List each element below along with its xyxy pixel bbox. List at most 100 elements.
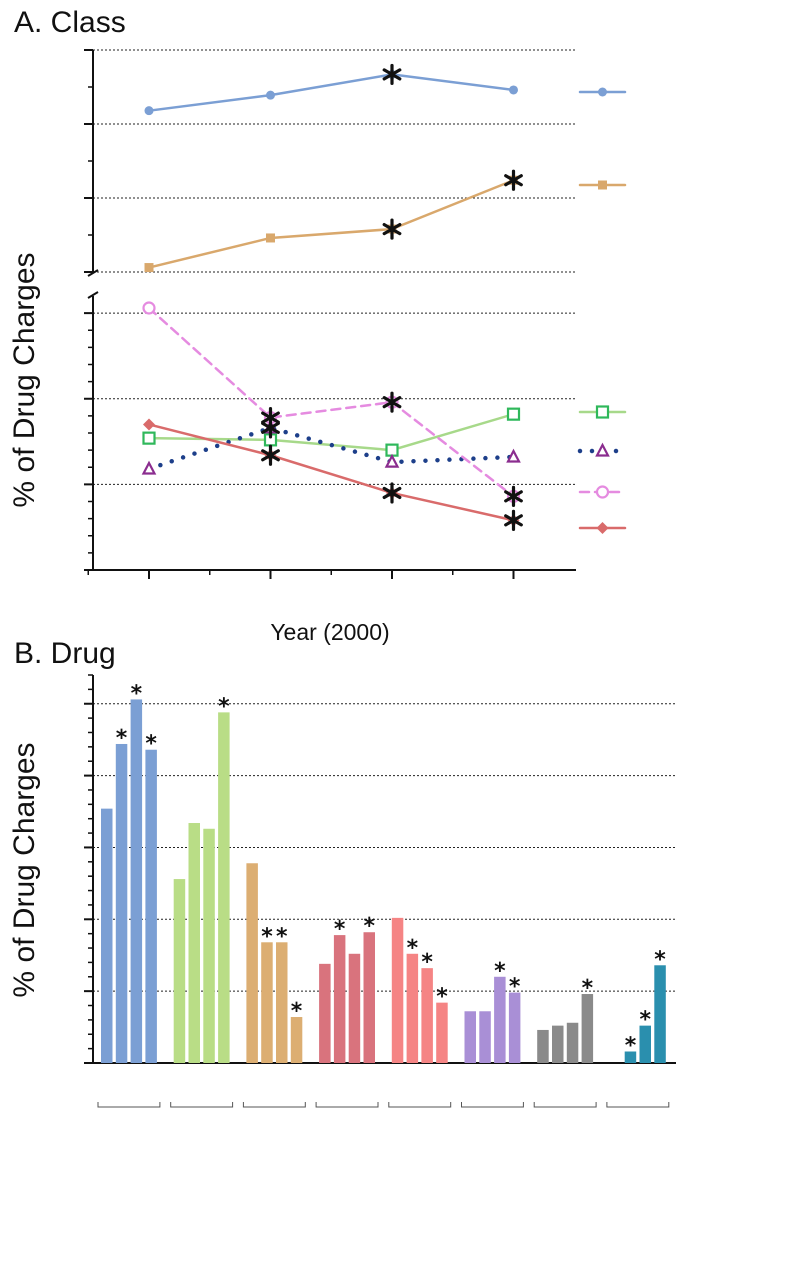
significance-marker: * bbox=[509, 975, 521, 1000]
legend-item-pharmaceutical bbox=[577, 442, 628, 457]
bar-group-buprenorphine: * * bbox=[315, 914, 379, 1108]
bar bbox=[537, 1029, 549, 1063]
legend-marker bbox=[598, 180, 607, 190]
bar bbox=[639, 1025, 651, 1063]
group-bracket bbox=[97, 1102, 161, 1108]
data-point-opioids bbox=[509, 85, 518, 95]
series-line-pharmaceutical bbox=[146, 425, 516, 472]
axis-break-mark bbox=[87, 269, 99, 277]
bar bbox=[363, 932, 375, 1063]
data-point-pharmaceutical bbox=[141, 460, 157, 475]
group-bracket bbox=[606, 1102, 670, 1108]
significance-marker bbox=[504, 509, 523, 531]
legend-marker bbox=[595, 442, 610, 457]
panel-a-y-axis-label: % of Drug Charges bbox=[8, 252, 41, 507]
bar bbox=[101, 808, 113, 1063]
panel-a-plot bbox=[84, 49, 628, 579]
significance-marker: * bbox=[421, 950, 433, 975]
data-point-sedatives bbox=[142, 431, 156, 445]
bar-group-methamphetamine: ** bbox=[461, 959, 524, 1108]
significance-marker: * bbox=[218, 694, 230, 719]
bar bbox=[319, 963, 331, 1063]
legend-marker bbox=[598, 87, 607, 97]
bar bbox=[276, 942, 288, 1063]
significance-marker: * bbox=[145, 732, 157, 757]
significance-marker: * bbox=[334, 917, 346, 942]
bar bbox=[115, 743, 128, 1063]
significance-marker: * bbox=[582, 976, 594, 1001]
significance-marker bbox=[382, 391, 402, 413]
data-point-pharmaceutical bbox=[506, 448, 521, 463]
bar bbox=[436, 1002, 448, 1063]
significance-marker bbox=[261, 406, 280, 429]
significance-marker: * bbox=[494, 959, 506, 984]
series-line-stimulants bbox=[147, 178, 515, 269]
series-line-hallucinogens bbox=[147, 423, 515, 522]
bar bbox=[333, 935, 346, 1063]
group-bracket bbox=[461, 1102, 524, 1108]
bar bbox=[566, 1022, 579, 1063]
group-bracket bbox=[242, 1102, 306, 1108]
bar bbox=[246, 863, 258, 1063]
bar-group-oxycodone: *** bbox=[388, 917, 452, 1108]
significance-marker: * bbox=[436, 985, 448, 1010]
bar bbox=[552, 1025, 564, 1063]
bar-group-cocaine-and-crack: * bbox=[170, 694, 234, 1108]
bar bbox=[173, 879, 186, 1063]
data-point-other bbox=[142, 301, 156, 315]
bar bbox=[130, 699, 143, 1063]
bar bbox=[406, 953, 419, 1063]
significance-marker: * bbox=[363, 914, 375, 939]
series-hallucinogens bbox=[143, 418, 523, 531]
data-point-opioids bbox=[266, 90, 275, 100]
significance-marker: * bbox=[131, 681, 143, 706]
series-other bbox=[142, 301, 523, 507]
significance-marker bbox=[504, 485, 523, 507]
bar bbox=[421, 968, 433, 1063]
significance-marker bbox=[382, 482, 402, 504]
series-sedatives bbox=[142, 407, 521, 457]
significance-marker: * bbox=[261, 924, 273, 949]
series-pharmaceutical bbox=[141, 417, 521, 475]
legend-item-stimulants bbox=[578, 180, 627, 190]
data-point-opioids bbox=[144, 106, 154, 116]
significance-marker bbox=[382, 63, 402, 86]
data-point-sedatives bbox=[506, 407, 521, 421]
significance-marker bbox=[261, 444, 280, 466]
bar bbox=[391, 917, 404, 1063]
bar bbox=[261, 942, 273, 1063]
significance-marker: * bbox=[291, 999, 303, 1024]
bar bbox=[348, 953, 361, 1063]
data-point-hallucinogens bbox=[143, 418, 155, 431]
legend-marker bbox=[595, 405, 610, 419]
series-opioids bbox=[144, 63, 518, 116]
panel-b-title: B. Drug bbox=[14, 637, 116, 670]
bar bbox=[494, 976, 506, 1063]
panel-a-x-axis-label: Year (2000) bbox=[270, 619, 389, 645]
group-bracket bbox=[533, 1102, 597, 1108]
significance-marker: * bbox=[639, 1008, 651, 1033]
series-stimulants bbox=[144, 169, 523, 273]
legend-marker bbox=[595, 485, 610, 499]
legend-marker bbox=[596, 522, 609, 534]
group-bracket bbox=[315, 1102, 379, 1108]
axis-break-mark bbox=[87, 291, 99, 299]
data-point-stimulants bbox=[266, 233, 275, 243]
series-line-opioids bbox=[147, 73, 515, 112]
bar bbox=[654, 965, 666, 1063]
significance-marker bbox=[504, 169, 523, 191]
panel-b-plot: ***** *** ****** **** bbox=[84, 674, 676, 1108]
bar bbox=[218, 712, 230, 1063]
significance-marker: * bbox=[116, 726, 128, 751]
panel-b-y-axis-label: % of Drug Charges bbox=[8, 742, 41, 997]
significance-marker bbox=[382, 218, 402, 240]
legend-item-hallucinogens bbox=[578, 522, 627, 534]
bar bbox=[203, 828, 215, 1063]
significance-marker: * bbox=[276, 924, 288, 949]
series-line-other bbox=[147, 306, 515, 498]
panel-a-title: A. Class bbox=[14, 6, 126, 39]
data-point-pharmaceutical bbox=[384, 453, 400, 468]
bar bbox=[188, 823, 200, 1063]
bar bbox=[290, 1017, 303, 1063]
